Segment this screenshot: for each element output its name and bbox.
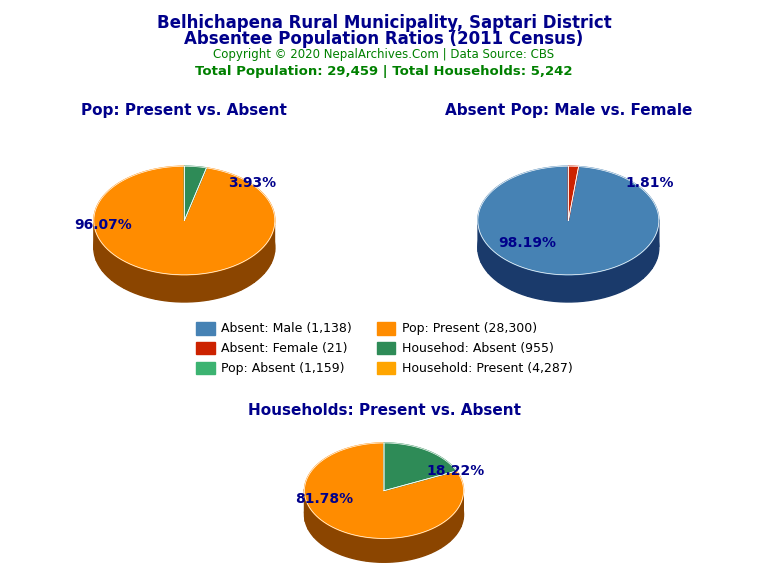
Polygon shape [304,443,464,539]
Polygon shape [97,233,184,271]
Polygon shape [384,514,449,548]
Polygon shape [482,236,568,273]
Polygon shape [568,248,600,301]
Polygon shape [313,513,384,544]
Polygon shape [102,244,184,280]
Polygon shape [568,219,659,258]
Legend: Absent: Male (1,138), Absent: Female (21), Pop: Absent (1,159), Pop: Present (28: Absent: Male (1,138), Absent: Female (21… [190,317,578,380]
Text: 96.07%: 96.07% [74,218,132,232]
Polygon shape [568,194,578,248]
Title: Absent Pop: Male vs. Female: Absent Pop: Male vs. Female [445,104,692,119]
Polygon shape [568,248,631,294]
Polygon shape [184,248,209,302]
Polygon shape [366,514,384,562]
Title: Pop: Present vs. Absent: Pop: Present vs. Absent [81,104,287,119]
Polygon shape [568,230,657,268]
Polygon shape [478,166,659,275]
Polygon shape [384,503,461,535]
Polygon shape [478,225,568,263]
Polygon shape [94,194,275,302]
Polygon shape [384,514,431,558]
Polygon shape [330,514,384,555]
Polygon shape [184,248,226,300]
Polygon shape [384,510,456,541]
Text: 3.93%: 3.93% [228,176,276,190]
Polygon shape [304,489,384,521]
Polygon shape [305,498,384,529]
Polygon shape [308,505,384,537]
Polygon shape [124,248,184,295]
Polygon shape [384,467,456,514]
Polygon shape [184,248,254,290]
Text: 18.22%: 18.22% [426,464,485,478]
Polygon shape [304,467,464,562]
Polygon shape [384,514,406,562]
Polygon shape [94,166,275,275]
Polygon shape [184,194,207,248]
Polygon shape [94,223,184,260]
Polygon shape [528,248,568,300]
Polygon shape [384,514,419,560]
Polygon shape [184,225,274,263]
Polygon shape [112,248,184,288]
Polygon shape [568,248,617,298]
Polygon shape [498,248,568,290]
Polygon shape [384,495,463,527]
Text: Households: Present vs. Absent: Households: Present vs. Absent [247,403,521,418]
Polygon shape [341,514,384,559]
Text: Copyright © 2020 NepalArchives.Com | Data Source: CBS: Copyright © 2020 NepalArchives.Com | Dat… [214,48,554,62]
Polygon shape [545,248,568,302]
Text: Belhichapena Rural Municipality, Saptari District: Belhichapena Rural Municipality, Saptari… [157,14,611,32]
Polygon shape [173,248,191,302]
Polygon shape [139,248,184,299]
Text: Absentee Population Ratios (2011 Census): Absentee Population Ratios (2011 Census) [184,30,584,48]
Polygon shape [184,236,271,273]
Polygon shape [379,514,393,562]
Polygon shape [563,248,581,302]
Polygon shape [321,514,384,550]
Polygon shape [511,248,568,296]
Polygon shape [184,246,264,282]
Polygon shape [384,443,456,491]
Text: 98.19%: 98.19% [498,236,557,250]
Polygon shape [568,248,643,287]
Polygon shape [488,246,568,282]
Polygon shape [353,514,384,561]
Text: Total Population: 29,459 | Total Households: 5,242: Total Population: 29,459 | Total Househo… [195,65,573,78]
Polygon shape [384,487,463,519]
Polygon shape [478,194,659,302]
Polygon shape [568,166,578,221]
Polygon shape [384,514,441,553]
Polygon shape [184,166,207,221]
Polygon shape [184,248,241,296]
Polygon shape [568,241,652,278]
Polygon shape [155,248,184,302]
Text: 1.81%: 1.81% [625,176,674,190]
Text: 81.78%: 81.78% [295,492,353,506]
